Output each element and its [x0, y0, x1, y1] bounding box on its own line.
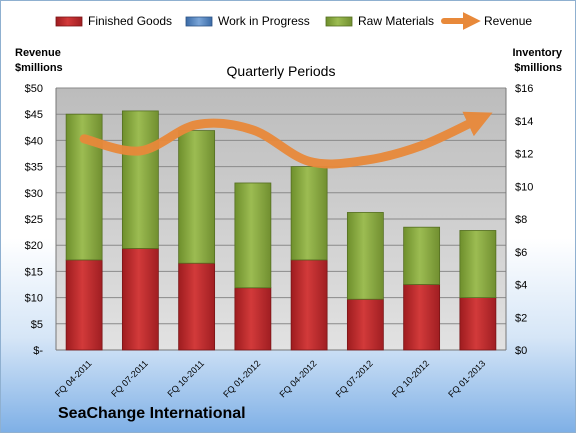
left-tick-label: $5: [31, 319, 43, 331]
x-tick-label: FQ 04-2011: [53, 358, 94, 399]
bar-finished-goods: [178, 262, 216, 351]
x-tick-label: FQ 07-2012: [334, 358, 375, 399]
left-tick-label: $45: [25, 109, 43, 121]
x-tick-label: FQ 07-2011: [109, 358, 150, 399]
right-tick-label: $10: [515, 181, 533, 193]
x-tick-label: FQ 10-2012: [390, 358, 431, 399]
x-tick-label: FQ 01-2012: [221, 358, 262, 399]
right-tick-label: $2: [515, 312, 527, 324]
x-tick-label: FQ 01-2013: [446, 358, 487, 399]
x-tick-label: FQ 04-2012: [278, 358, 319, 399]
right-tick-label: $14: [515, 116, 533, 128]
bar-finished-goods: [459, 297, 497, 351]
bar-raw-materials: [459, 230, 497, 298]
legend-revenue-label: Revenue: [484, 14, 532, 28]
bar-raw-materials: [121, 110, 159, 249]
left-tick-label: $15: [25, 266, 43, 278]
bar-finished-goods: [65, 259, 103, 351]
left-tick-label: $10: [25, 293, 43, 305]
chart-title: Quarterly Periods: [227, 63, 336, 79]
left-axis-title-line1: Revenue: [15, 47, 61, 59]
left-tick-label: $35: [25, 162, 43, 174]
legend-raw-materials-label: Raw Materials: [358, 14, 434, 28]
left-axis-title-line2: $millions: [15, 62, 63, 74]
right-tick-label: $8: [515, 214, 527, 226]
revenue-line: [79, 111, 493, 169]
right-tick-label: $12: [515, 149, 533, 161]
bar-finished-goods: [290, 259, 328, 351]
legend-work-in-progress-label: Work in Progress: [218, 14, 310, 28]
right-tick-label: $6: [515, 247, 527, 259]
left-tick-label: $50: [25, 83, 43, 95]
left-tick-label: $30: [25, 188, 43, 200]
bar-finished-goods: [121, 248, 159, 351]
x-tick-label: FQ 10-2011: [165, 358, 206, 399]
legend-raw-materials-swatch: [325, 16, 353, 27]
bar-raw-materials: [290, 166, 328, 261]
bar-raw-materials: [403, 226, 441, 285]
bar-raw-materials: [346, 212, 384, 300]
left-tick-label: $25: [25, 214, 43, 226]
right-axis-title-line1: Inventory: [512, 47, 562, 59]
bar-finished-goods: [234, 287, 272, 351]
right-tick-label: $4: [515, 280, 527, 292]
left-tick-label: $40: [25, 135, 43, 147]
company-name: SeaChange International: [58, 405, 246, 422]
bar-raw-materials: [234, 182, 272, 289]
legend-finished-goods-label: Finished Goods: [88, 14, 172, 28]
legend-finished-goods-swatch: [55, 16, 83, 27]
bar-finished-goods: [346, 298, 384, 351]
bar-raw-materials: [178, 130, 216, 264]
right-axis-title-line2: $millions: [514, 62, 562, 74]
right-tick-label: $0: [515, 345, 527, 357]
legend-work-in-progress-swatch: [185, 16, 213, 27]
left-tick-label: $-: [33, 345, 43, 357]
right-tick-label: $16: [515, 83, 533, 95]
bar-finished-goods: [403, 284, 441, 351]
left-tick-label: $20: [25, 240, 43, 252]
